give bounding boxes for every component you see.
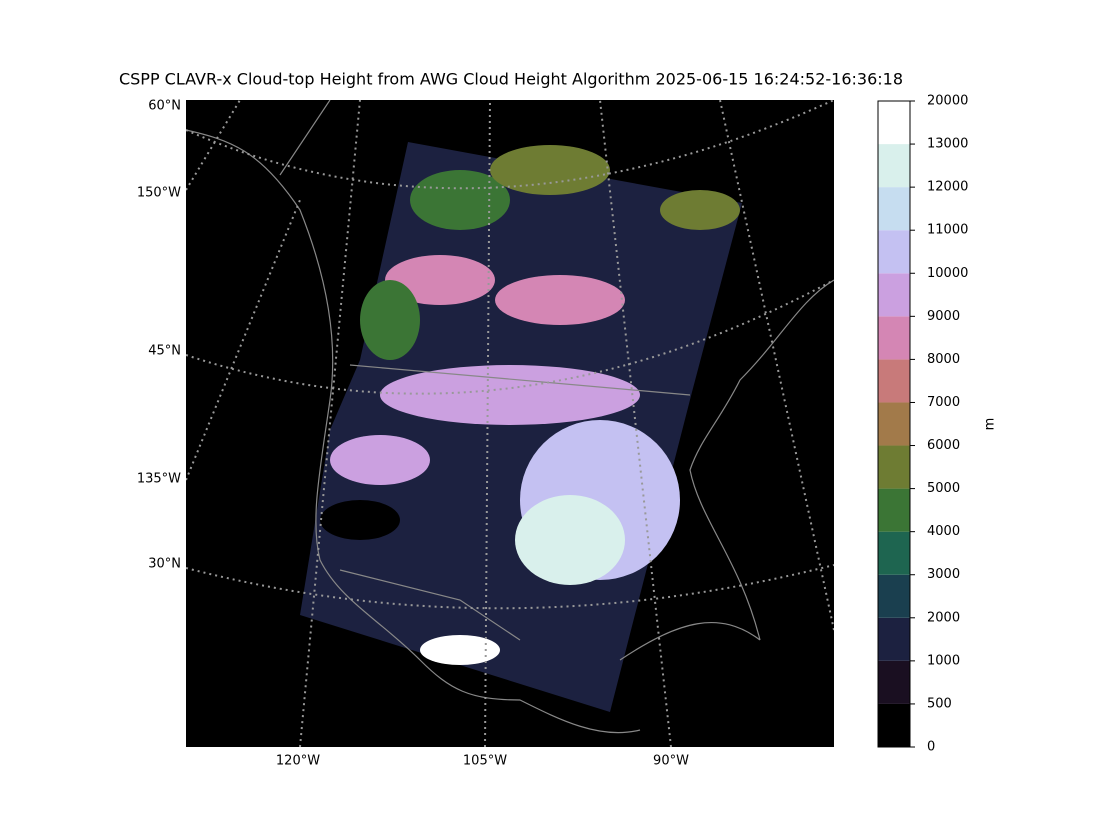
colorbar-segment	[878, 101, 910, 145]
colorbar-tick-label: 7000	[927, 395, 960, 410]
colorbar-tick-label: 4000	[927, 524, 960, 539]
map	[186, 100, 834, 747]
colorbar-segment	[878, 574, 910, 618]
colorbar-segment	[878, 445, 910, 489]
colorbar-segment	[878, 488, 910, 532]
colorbar-tick-label: 500	[927, 696, 952, 711]
cloud	[330, 435, 430, 485]
map-side-label: 135°W	[137, 472, 181, 487]
colorbar-tick-label: 3000	[927, 567, 960, 582]
map-bottom-label: 120°W	[276, 754, 320, 769]
colorbar-tick-label: 20000	[927, 94, 968, 109]
cloud	[360, 280, 420, 360]
cloud	[660, 190, 740, 230]
map-side-label: 30°N	[148, 557, 181, 572]
colorbar-tick-label: 5000	[927, 481, 960, 496]
colorbar-tick-label: 10000	[927, 266, 968, 281]
cloud	[495, 275, 625, 325]
colorbar-segment	[878, 316, 910, 360]
colorbar-segment	[878, 187, 910, 231]
colorbar-tick-label: 13000	[927, 137, 968, 152]
graticule	[186, 100, 834, 747]
graticule	[186, 564, 834, 610]
coastline	[619, 279, 834, 661]
colorbar-tick-label: 9000	[927, 309, 960, 324]
colorbar-segment	[878, 273, 910, 317]
map-side-label: 60°N	[148, 99, 181, 114]
colorbar-segment	[878, 402, 910, 446]
cloud	[385, 255, 495, 305]
map-side-label: 45°N	[148, 344, 181, 359]
colorbar-tick-label: 0	[927, 740, 935, 755]
cloud	[380, 365, 640, 425]
colorbar-frame	[877, 100, 911, 748]
colorbar-tick-label: 12000	[927, 180, 968, 195]
cloud	[410, 170, 510, 230]
colorbar-tick-label: 11000	[927, 223, 968, 238]
colorbar-segment	[878, 703, 910, 747]
colorbar-tick-label: 1000	[927, 653, 960, 668]
cloud	[420, 635, 500, 665]
cloud	[490, 145, 610, 195]
colorbar-tick-label: 6000	[927, 438, 960, 453]
border	[279, 100, 691, 641]
map-bottom-label: 90°W	[653, 754, 689, 769]
coastline	[186, 129, 641, 734]
map-bottom-label: 105°W	[463, 754, 507, 769]
colorbar-segment	[878, 230, 910, 274]
colorbar-label: m	[983, 418, 998, 431]
colorbar-segment	[878, 660, 910, 704]
colorbar-tick-label: 2000	[927, 610, 960, 625]
clear	[320, 500, 400, 540]
colorbar-segment	[878, 359, 910, 403]
cloud	[515, 495, 625, 585]
colorbar-segment	[878, 531, 910, 575]
colorbar-segment	[878, 144, 910, 188]
graticule	[186, 100, 834, 190]
colorbar-tick-label: 8000	[927, 352, 960, 367]
colorbar-segment	[878, 617, 910, 661]
map-side-label: 150°W	[137, 186, 181, 201]
map-title: CSPP CLAVR-x Cloud-top Height from AWG C…	[119, 70, 903, 89]
